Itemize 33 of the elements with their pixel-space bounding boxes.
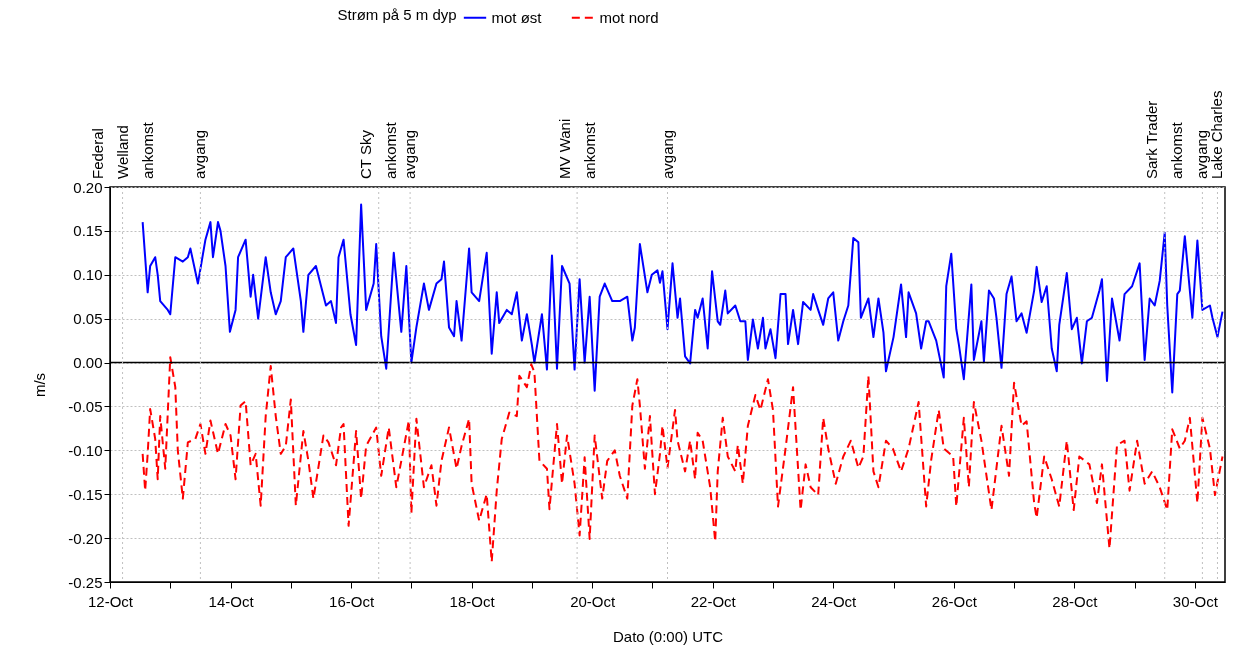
x-tick-label: 22-Oct	[690, 592, 737, 610]
x-axis-title: Dato (0:00) UTC	[612, 627, 724, 645]
legend-label: mot nord	[599, 8, 659, 26]
ref-line-label: avgang	[401, 129, 419, 179]
y-tick-label: -0.20	[68, 529, 103, 547]
x-tick-label: 12-Oct	[87, 592, 134, 610]
legend-title: Strøm på 5 m dyp	[337, 6, 457, 23]
ref-line-label: Sark Trader ankomst	[1143, 100, 1186, 179]
ref-line-label: avgang	[658, 129, 676, 179]
ref-line-label: avgang	[191, 129, 209, 179]
x-tick-label: 20-Oct	[570, 592, 616, 610]
y-tick-label: -0.10	[68, 441, 103, 459]
y-tick-label: -0.15	[68, 485, 103, 503]
y-tick-label: 0.15	[73, 222, 103, 240]
ref-line-label: avgang	[1193, 129, 1211, 179]
y-tick-label: 0.05	[73, 310, 103, 328]
legend-label: mot øst	[491, 8, 543, 26]
y-tick-label: -0.05	[68, 397, 103, 415]
y-tick-label: -0.25	[68, 573, 103, 591]
x-tick-label: 18-Oct	[449, 592, 496, 610]
y-tick-label: 0.20	[73, 178, 103, 196]
x-tick-label: 24-Oct	[811, 592, 858, 610]
x-tick-label: 30-Oct	[1172, 592, 1219, 610]
x-tick-label: 26-Oct	[931, 592, 978, 610]
ref-line-label: MV Wani ankomst	[555, 118, 598, 179]
y-axis-title: m/s	[31, 372, 49, 398]
x-tick-label: 28-Oct	[1052, 592, 1099, 610]
y-tick-label: 0.10	[73, 266, 103, 284]
x-tick-label: 16-Oct	[329, 592, 375, 610]
ref-line-label: CT Sky ankomst	[357, 121, 400, 179]
x-tick-label: 14-Oct	[208, 592, 255, 610]
ref-line-label: Federal Welland ankomst	[88, 121, 156, 179]
y-tick-label: 0.00	[73, 354, 103, 372]
